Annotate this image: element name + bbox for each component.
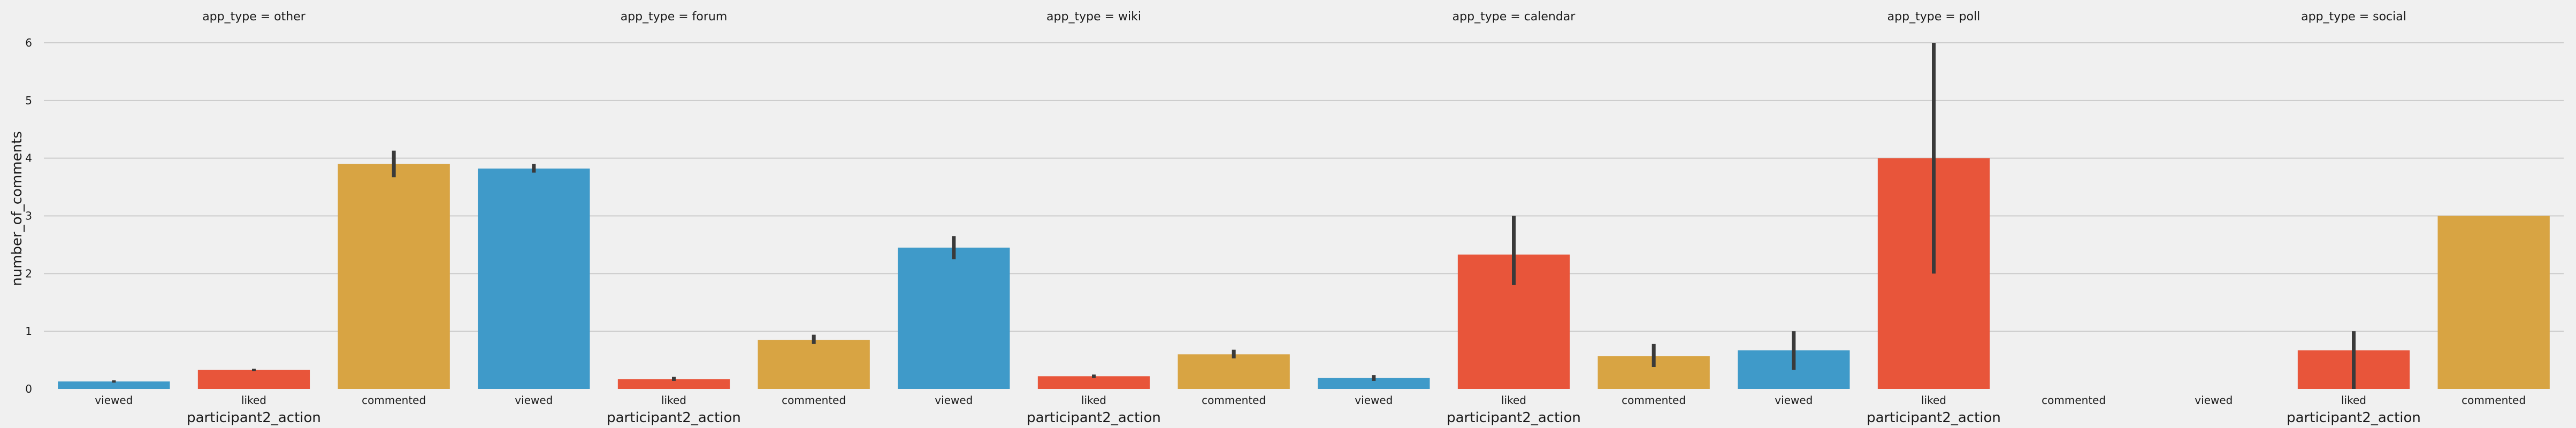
bar-liked — [617, 379, 730, 389]
x-tick-label: commented — [2462, 394, 2526, 407]
y-axis-label: number_of_comments — [9, 131, 25, 286]
x-axis-label: participant2_action — [2287, 410, 2421, 426]
x-tick-label: liked — [1081, 394, 1106, 407]
y-tick-label: 4 — [25, 152, 32, 165]
x-tick-label: liked — [1501, 394, 1526, 407]
facet-title: app_type = wiki — [1046, 10, 1141, 24]
y-tick-label: 6 — [25, 36, 32, 49]
x-tick-label: viewed — [1355, 394, 1393, 407]
y-tick-label: 3 — [25, 210, 32, 223]
x-tick-label: viewed — [515, 394, 553, 407]
facet-title: app_type = other — [202, 10, 306, 24]
x-axis-label: participant2_action — [1447, 410, 1581, 426]
facet-panel-4: app_type = calendar viewed liked commented p… — [1304, 10, 1724, 426]
facets-group: 0 1 2 3 4 5 6 app_type = other viewed liked commen… — [25, 10, 2564, 426]
x-tick-label: viewed — [2195, 394, 2233, 407]
facet-panel-1: 0 1 2 3 4 5 6 app_type = other viewed liked commen… — [25, 10, 464, 426]
x-tick-label: commented — [2042, 394, 2106, 407]
y-tick-label: 2 — [25, 267, 32, 280]
bar-viewed — [1318, 378, 1430, 389]
facet-panel-3: app_type = wiki viewed liked commented parti… — [884, 10, 1304, 426]
y-tick-label: 1 — [25, 325, 32, 338]
bar-commented — [758, 340, 870, 389]
facet-title: app_type = social — [2301, 10, 2406, 24]
x-tick-label: commented — [362, 394, 426, 407]
bar-viewed — [58, 381, 170, 389]
facet-panel-6: app_type = social viewed liked commented par… — [2144, 10, 2564, 426]
bar-liked — [1037, 376, 1150, 389]
facet-panel-5: app_type = poll viewed liked commented parti… — [1724, 10, 2144, 426]
x-axis-label: participant2_action — [607, 410, 741, 426]
bar-viewed — [898, 247, 1010, 389]
x-axis-label: participant2_action — [187, 410, 321, 426]
bar-liked — [197, 370, 310, 389]
y-tick-label: 5 — [25, 94, 32, 107]
x-tick-label: liked — [661, 394, 686, 407]
facet-title: app_type = calendar — [1453, 10, 1576, 24]
bar-commented — [338, 164, 450, 389]
x-tick-label: liked — [2341, 394, 2366, 407]
x-tick-label: commented — [1622, 394, 1686, 407]
bar-viewed — [478, 169, 590, 389]
facet-title: app_type = poll — [1887, 10, 1981, 24]
y-tick-label: 0 — [25, 383, 32, 395]
x-tick-label: liked — [1921, 394, 1946, 407]
x-axis-label: participant2_action — [1027, 410, 1161, 426]
bar-commented — [1178, 354, 1290, 389]
x-tick-label: liked — [241, 394, 266, 407]
x-tick-label: viewed — [95, 394, 133, 407]
facet-title: app_type = forum — [621, 10, 728, 24]
x-tick-label: commented — [1202, 394, 1266, 407]
x-tick-label: viewed — [935, 394, 973, 407]
facet-panel-2: app_type = forum viewed liked commented part… — [464, 10, 884, 426]
x-axis-label: participant2_action — [1867, 410, 2001, 426]
x-tick-label: viewed — [1775, 394, 1813, 407]
bar-commented — [2437, 216, 2550, 389]
x-tick-label: commented — [782, 394, 846, 407]
